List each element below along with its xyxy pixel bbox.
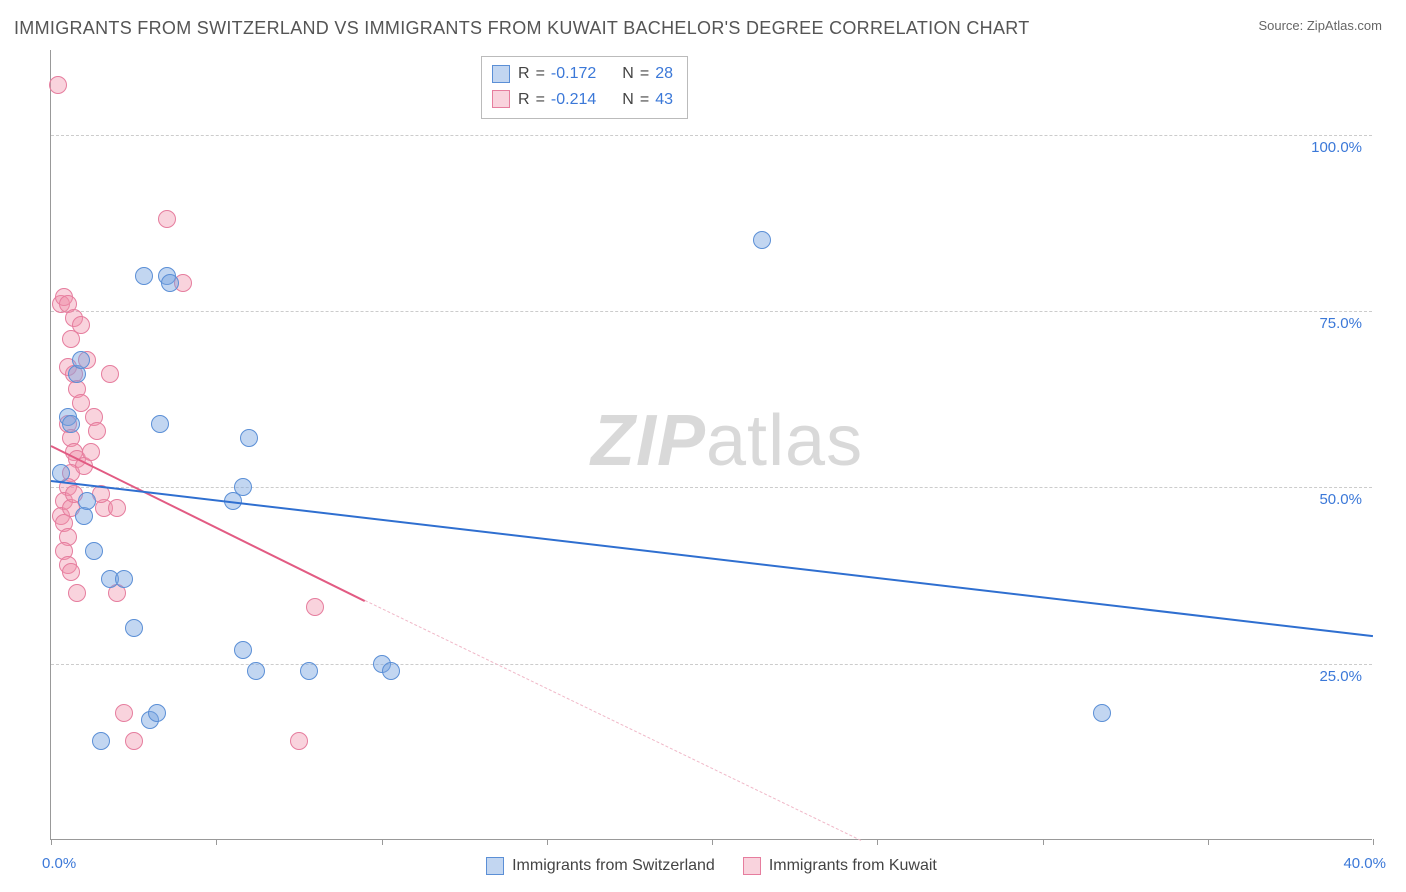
watermark-atlas: atlas [706,401,863,481]
gridline [51,135,1372,136]
x-tick [547,839,548,845]
x-tick [382,839,383,845]
x-tick [51,839,52,845]
legend-label-kuwait: Immigrants from Kuwait [769,857,937,875]
x-tick [1373,839,1374,845]
swatch-kuwait [492,90,510,108]
switzerland-point [115,570,133,588]
gridline [51,311,1372,312]
switzerland-point [85,542,103,560]
watermark-zip: ZIP [591,401,706,481]
x-min-label: 0.0% [42,855,76,872]
stats-legend: R=-0.172N=28R=-0.214N=43 [481,56,688,119]
switzerland-point [151,415,169,433]
kuwait-point [306,598,324,616]
switzerland-point [753,231,771,249]
source-prefix: Source: [1258,18,1306,33]
kuwait-point [158,210,176,228]
x-tick [1208,839,1209,845]
kuwait-point [68,584,86,602]
x-tick [216,839,217,845]
kuwait-point [290,732,308,750]
kuwait-point [88,422,106,440]
x-tick [877,839,878,845]
kuwait-point [108,499,126,517]
switzerland-point [1093,704,1111,722]
kuwait-point [101,365,119,383]
kuwait-point [72,394,90,412]
switzerland-point [247,662,265,680]
switzerland-point [125,619,143,637]
kuwait-point [49,76,67,94]
stats-row-switzerland: R=-0.172N=28 [492,61,673,87]
y-tick-label: 75.0% [1319,315,1362,332]
switzerland-point [240,429,258,447]
series-legend: Immigrants from Switzerland Immigrants fr… [51,857,1372,875]
kuwait-point [72,316,90,334]
switzerland-point [300,662,318,680]
kuwait-trend-dash [365,600,861,841]
source-label: Source: ZipAtlas.com [1258,18,1382,33]
switzerland-point [72,351,90,369]
source-name: ZipAtlas.com [1307,18,1382,33]
switzerland-point [148,704,166,722]
y-tick-label: 50.0% [1319,491,1362,508]
switzerland-point [135,267,153,285]
stats-row-kuwait: R=-0.214N=43 [492,87,673,113]
chart-title: IMMIGRANTS FROM SWITZERLAND VS IMMIGRANT… [14,18,1030,39]
legend-item-switzerland: Immigrants from Switzerland [486,857,715,875]
switzerland-point [382,662,400,680]
watermark: ZIPatlas [591,400,863,482]
kuwait-point [125,732,143,750]
kuwait-point [62,563,80,581]
kuwait-point [82,443,100,461]
x-tick [1043,839,1044,845]
legend-item-kuwait: Immigrants from Kuwait [743,857,937,875]
y-tick-label: 25.0% [1319,668,1362,685]
y-tick-label: 100.0% [1311,139,1362,156]
switzerland-point [161,274,179,292]
x-tick [712,839,713,845]
legend-swatch-kuwait [743,857,761,875]
chart-container: Bachelor's Degree ZIPatlas R=-0.172N=28R… [14,50,1392,870]
x-max-label: 40.0% [1343,855,1386,872]
switzerland-trend [51,480,1373,637]
legend-swatch-switzerland [486,857,504,875]
switzerland-point [78,492,96,510]
plot-area: ZIPatlas R=-0.172N=28R=-0.214N=43 Immigr… [50,50,1372,840]
switzerland-point [92,732,110,750]
kuwait-point [115,704,133,722]
legend-label-switzerland: Immigrants from Switzerland [512,857,715,875]
swatch-switzerland [492,65,510,83]
switzerland-point [62,415,80,433]
kuwait-trend [51,445,366,602]
switzerland-point [234,641,252,659]
